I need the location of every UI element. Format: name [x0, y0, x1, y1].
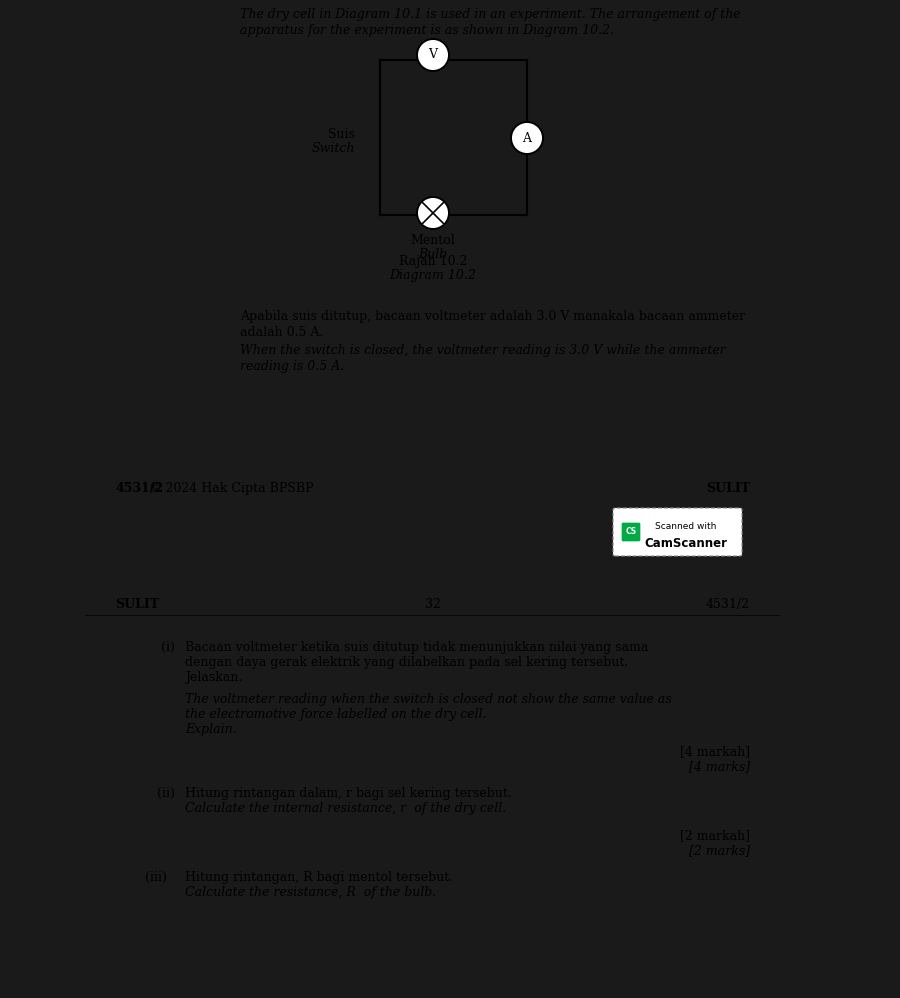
Text: Switch: Switch: [311, 142, 355, 155]
Text: (ii): (ii): [158, 787, 175, 800]
Text: 4531/2: 4531/2: [115, 482, 163, 495]
FancyBboxPatch shape: [622, 523, 640, 541]
Text: 32: 32: [425, 598, 440, 611]
Text: Bulb: Bulb: [418, 248, 447, 261]
Text: Scanned with: Scanned with: [655, 522, 716, 531]
Text: CamScanner: CamScanner: [644, 537, 727, 550]
Text: Hitung rintangan, R bagi mentol tersebut.: Hitung rintangan, R bagi mentol tersebut…: [185, 871, 453, 884]
Text: SULIT: SULIT: [115, 598, 159, 611]
Text: Apabila suis ditutup, bacaan voltmeter adalah 3.0 V manakala bacaan ammeter: Apabila suis ditutup, bacaan voltmeter a…: [240, 310, 745, 323]
Text: (i): (i): [161, 641, 175, 654]
Text: SULIT: SULIT: [706, 482, 750, 495]
Text: adalah 0.5 A.: adalah 0.5 A.: [240, 326, 323, 339]
Circle shape: [417, 39, 449, 71]
Text: When the switch is closed, the voltmeter reading is 3.0 V while the ammeter: When the switch is closed, the voltmeter…: [240, 344, 725, 357]
Text: apparatus for the experiment is as shown in Diagram 10.2.: apparatus for the experiment is as shown…: [240, 24, 614, 37]
Text: The dry cell in Diagram 10.1 is used in an experiment. The arrangement of the: The dry cell in Diagram 10.1 is used in …: [240, 8, 741, 21]
Text: V: V: [428, 49, 437, 62]
Circle shape: [417, 197, 449, 229]
Text: Rajah 10.2: Rajah 10.2: [399, 255, 467, 268]
Text: Bacaan voltmeter ketika suis ditutup tidak menunjukkan nilai yang sama: Bacaan voltmeter ketika suis ditutup tid…: [185, 641, 648, 654]
Text: Suis: Suis: [328, 128, 355, 141]
Text: Hitung rintangan dalam, r bagi sel kering tersebut.: Hitung rintangan dalam, r bagi sel kerin…: [185, 787, 512, 800]
Text: the electromotive force labelled on the dry cell.: the electromotive force labelled on the …: [185, 708, 487, 721]
Text: reading is 0.5 A.: reading is 0.5 A.: [240, 360, 344, 373]
Text: CS: CS: [626, 528, 636, 537]
Text: [4 marks]: [4 marks]: [688, 760, 750, 773]
Circle shape: [511, 122, 543, 154]
Text: © 2024 Hak Cipta BPSBP: © 2024 Hak Cipta BPSBP: [145, 482, 313, 495]
Text: The voltmeter reading when the switch is closed not show the same value as: The voltmeter reading when the switch is…: [185, 693, 671, 706]
FancyBboxPatch shape: [613, 508, 742, 556]
Text: Calculate the resistance, R  of the bulb.: Calculate the resistance, R of the bulb.: [185, 886, 436, 899]
Text: Explain.: Explain.: [185, 723, 237, 736]
Text: Jelaskan.: Jelaskan.: [185, 671, 242, 684]
Text: Mentol: Mentol: [410, 234, 455, 247]
Text: Diagram 10.2: Diagram 10.2: [390, 269, 476, 282]
Text: [4 markah]: [4 markah]: [680, 745, 750, 758]
Text: 4531/2: 4531/2: [706, 598, 750, 611]
Text: [2 marks]: [2 marks]: [688, 844, 750, 857]
Text: [2 markah]: [2 markah]: [680, 829, 750, 842]
Text: (iii): (iii): [145, 871, 167, 884]
Text: Calculate the internal resistance, r  of the dry cell.: Calculate the internal resistance, r of …: [185, 802, 506, 815]
Text: dengan daya gerak elektrik yang dilabelkan pada sel kering tersebut.: dengan daya gerak elektrik yang dilabelk…: [185, 656, 628, 669]
Text: A: A: [523, 132, 532, 145]
